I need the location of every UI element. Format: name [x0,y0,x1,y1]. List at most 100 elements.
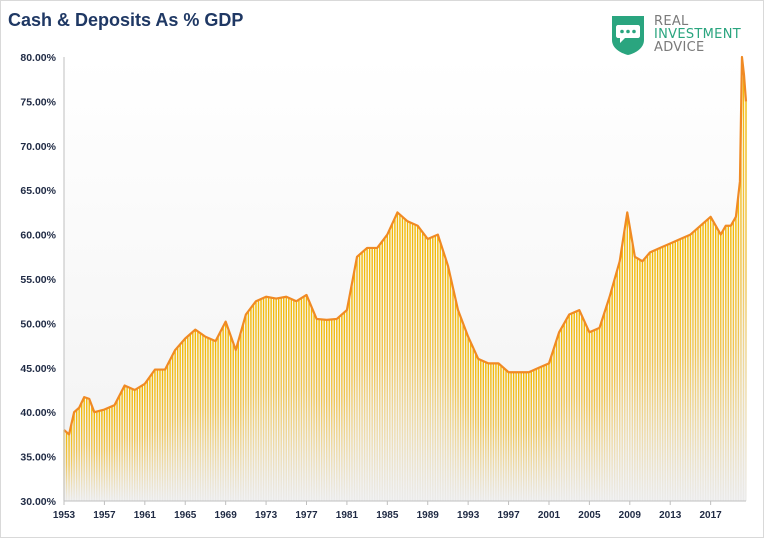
area-bar [414,224,416,502]
area-bar [601,320,603,501]
area-bar [664,245,666,501]
area-bar [214,341,217,501]
area-bar [432,236,434,501]
area-bar [699,225,702,501]
x-tick-label: 2001 [538,510,561,521]
area-bar [692,232,694,501]
area-bar [320,319,323,501]
area-bar [310,306,313,501]
area-bar [212,340,214,501]
area-bar [722,230,724,501]
area-bar [280,297,282,501]
area-bar [424,235,426,501]
area-bar [540,366,543,501]
area-bar [262,297,265,501]
area-bar [326,319,328,501]
area-bar [202,334,204,501]
chat-dot-3 [632,29,636,34]
area-bar [182,341,184,501]
area-bar [128,387,131,501]
area-bar [656,249,659,501]
x-tick-label: 1969 [215,510,238,521]
area-bar [209,338,212,501]
area-bar [237,341,239,501]
area-bar [439,242,442,501]
area-bar [525,372,527,501]
area-bar [384,237,386,501]
y-tick-label: 35.00% [20,452,56,464]
area-bar [240,332,242,501]
area-bar [667,244,669,501]
area-bar [126,386,128,501]
area-bar [477,358,479,501]
area-bar [93,412,96,501]
chat-dot-2 [626,29,630,34]
area-bar [247,311,250,501]
area-bar [596,328,598,501]
area-bar [644,258,646,501]
x-tick-label: 1965 [174,510,197,521]
area-bar [482,361,484,501]
area-bar [550,355,553,501]
area-bar [507,372,510,501]
area-bar [742,70,745,501]
area-bar [341,314,343,501]
y-tick-label: 40.00% [20,407,56,419]
area-bar [166,364,169,501]
area-bar [164,369,166,501]
area-bar [194,329,197,501]
area-bar [144,383,146,501]
y-tick-label: 75.00% [20,96,56,108]
area-bar [298,299,300,501]
area-bar [189,334,191,501]
area-bar [242,323,245,501]
area-bar [356,256,358,501]
area-bar [545,364,548,501]
area-bar [712,221,714,501]
brand-logo: REAL INVESTMENT ADVICE [608,14,758,60]
area-bar [631,242,634,501]
area-bar [565,318,568,501]
area-bar [75,409,78,501]
area-bar [219,331,222,501]
logo-line-1: REAL [654,14,689,29]
area-bar [149,376,151,501]
area-bar [588,332,591,501]
x-tick-label: 1957 [93,510,116,521]
area-bar [745,101,747,502]
area-bar [409,222,411,501]
area-bar [613,279,616,501]
area-bar [121,390,123,501]
area-bar [381,241,383,501]
area-bar [353,270,356,501]
area-bar [227,328,229,501]
area-bar [449,276,452,501]
series-line [63,55,748,436]
area-bar [492,363,495,501]
area-bar [278,298,280,501]
area-bar [348,296,351,501]
area-bar [502,367,505,501]
area-bar [530,371,532,501]
area-bar [232,342,234,501]
area-bar [497,363,500,501]
area-bar [250,307,252,501]
area-bar [222,326,224,501]
logo-line-3: ADVICE [654,40,705,55]
area-bar [368,247,371,501]
area-bar [386,234,389,501]
area-bar [313,312,315,501]
area-bar [621,244,623,501]
area-bar [290,298,293,501]
area-bar [730,225,732,501]
area-bar [156,369,159,501]
area-bar [295,301,298,501]
area-bar [538,367,540,501]
area-bar [91,405,93,501]
area-bar [629,227,631,501]
shield-chat-icon [612,16,644,55]
area-bar [80,402,83,501]
area-bar [725,225,727,501]
area-bar [462,323,464,501]
